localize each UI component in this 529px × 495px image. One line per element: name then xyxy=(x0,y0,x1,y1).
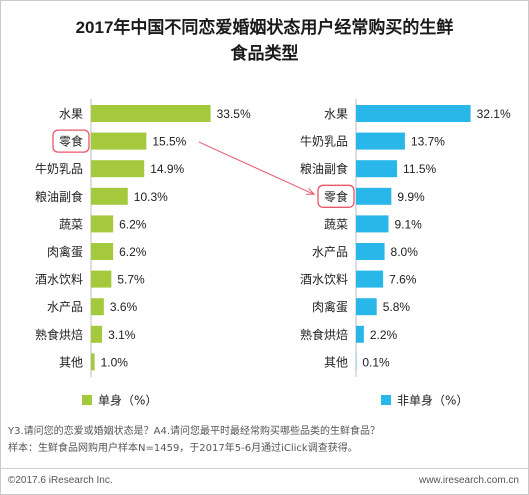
bar-1-6 xyxy=(91,243,114,260)
value-label: 9.1% xyxy=(394,217,422,231)
value-label: 0.1% xyxy=(362,355,390,369)
bar-1-10 xyxy=(91,353,95,371)
value-label: 5.7% xyxy=(117,273,145,287)
category-label: 熟食烘焙 xyxy=(35,327,83,342)
value-label: 11.5% xyxy=(403,162,436,176)
bar-2-3 xyxy=(356,160,398,178)
bar-2-8 xyxy=(356,298,377,316)
category-label: 水果 xyxy=(59,107,83,121)
value-label: 14.9% xyxy=(150,162,184,176)
chart-title: 2017年中国不同恋爱婚姻状态用户经常购买的生鲜 食品类型 xyxy=(1,15,528,67)
bar-charts: 水果 33.5% 零食 15.5% 牛奶乳品 14.9% 粮油副食 10.3% 蔬菜 6.2% 肉禽… xyxy=(35,99,511,408)
bar-2-6 xyxy=(356,243,385,260)
category-label: 酒水饮料 xyxy=(35,273,83,287)
sample-note: 样本：生鲜食品网购用户样本N=1459，于2017年5-6月通过iClick调查… xyxy=(8,443,358,454)
bar-2-9 xyxy=(356,325,364,343)
footer-divider xyxy=(1,468,528,469)
value-label: 2.2% xyxy=(370,328,398,342)
category-label: 水产品 xyxy=(312,245,348,259)
category-label: 零食 xyxy=(324,189,348,204)
category-label: 肉禽蛋 xyxy=(47,244,83,259)
category-label: 水果 xyxy=(324,107,348,121)
bar-1-9 xyxy=(91,325,103,343)
highlight-box xyxy=(52,129,90,153)
category-label: 肉禽蛋 xyxy=(312,299,348,314)
highlight-connector xyxy=(198,141,315,195)
category-label: 牛奶乳品 xyxy=(35,161,83,176)
bar-2-1 xyxy=(356,105,471,122)
bar-2-2 xyxy=(356,132,405,150)
chart-title-line-2: 食品类型 xyxy=(230,44,299,63)
category-label: 牛奶乳品 xyxy=(300,134,348,149)
legend-swatch xyxy=(82,395,92,405)
highlight-box xyxy=(317,184,355,208)
legend-label: 单身（%） xyxy=(98,393,157,408)
category-label: 水产品 xyxy=(47,300,83,314)
category-label: 粮油副食 xyxy=(300,161,348,176)
bar-2-4 xyxy=(356,187,392,205)
chart-title-line-1: 2017年中国不同恋爱婚姻状态用户经常购买的生鲜 xyxy=(75,18,454,37)
value-label: 5.8% xyxy=(383,300,411,314)
category-label: 其他 xyxy=(59,355,83,369)
bar-1-4 xyxy=(91,187,128,205)
website-text: www.iresearch.com.cn xyxy=(418,475,519,486)
category-label: 粮油副食 xyxy=(35,189,83,204)
value-label: 1.0% xyxy=(101,355,129,369)
legend-swatch xyxy=(381,395,391,405)
bar-1-1 xyxy=(91,105,211,122)
category-label: 蔬菜 xyxy=(324,217,348,231)
value-label: 6.2% xyxy=(119,217,147,231)
value-label: 6.2% xyxy=(119,245,147,259)
category-label: 蔬菜 xyxy=(59,217,83,231)
survey-question-note: Y3.请问您的恋爱或婚姻状态是？A4.请问您最平时最经常购买哪些品类的生鲜食品？ xyxy=(8,426,381,437)
category-label: 零食 xyxy=(59,134,83,149)
copyright-text: ©2017.6 iResearch Inc. xyxy=(8,475,113,486)
bar-1-7 xyxy=(91,270,112,288)
value-label: 3.1% xyxy=(108,328,136,342)
value-label: 13.7% xyxy=(411,135,445,149)
value-label: 10.3% xyxy=(134,190,168,204)
bar-2-7 xyxy=(356,270,384,288)
bar-1-5 xyxy=(91,215,114,233)
bar-1-2 xyxy=(91,132,147,150)
bar-2-5 xyxy=(356,215,389,233)
value-label: 32.1% xyxy=(477,107,511,121)
bar-1-3 xyxy=(91,160,145,178)
legend-label: 非单身（%） xyxy=(397,393,468,408)
value-label: 15.5% xyxy=(152,135,186,149)
value-label: 8.0% xyxy=(391,245,419,259)
bar-1-8 xyxy=(91,298,104,316)
value-label: 3.6% xyxy=(110,300,138,314)
value-label: 33.5% xyxy=(217,107,251,121)
category-label: 熟食烘焙 xyxy=(300,327,348,342)
value-label: 9.9% xyxy=(397,190,425,204)
category-label: 酒水饮料 xyxy=(300,273,348,287)
category-label: 其他 xyxy=(324,355,348,369)
highlight-arrowhead xyxy=(305,187,316,195)
value-label: 7.6% xyxy=(389,273,417,287)
